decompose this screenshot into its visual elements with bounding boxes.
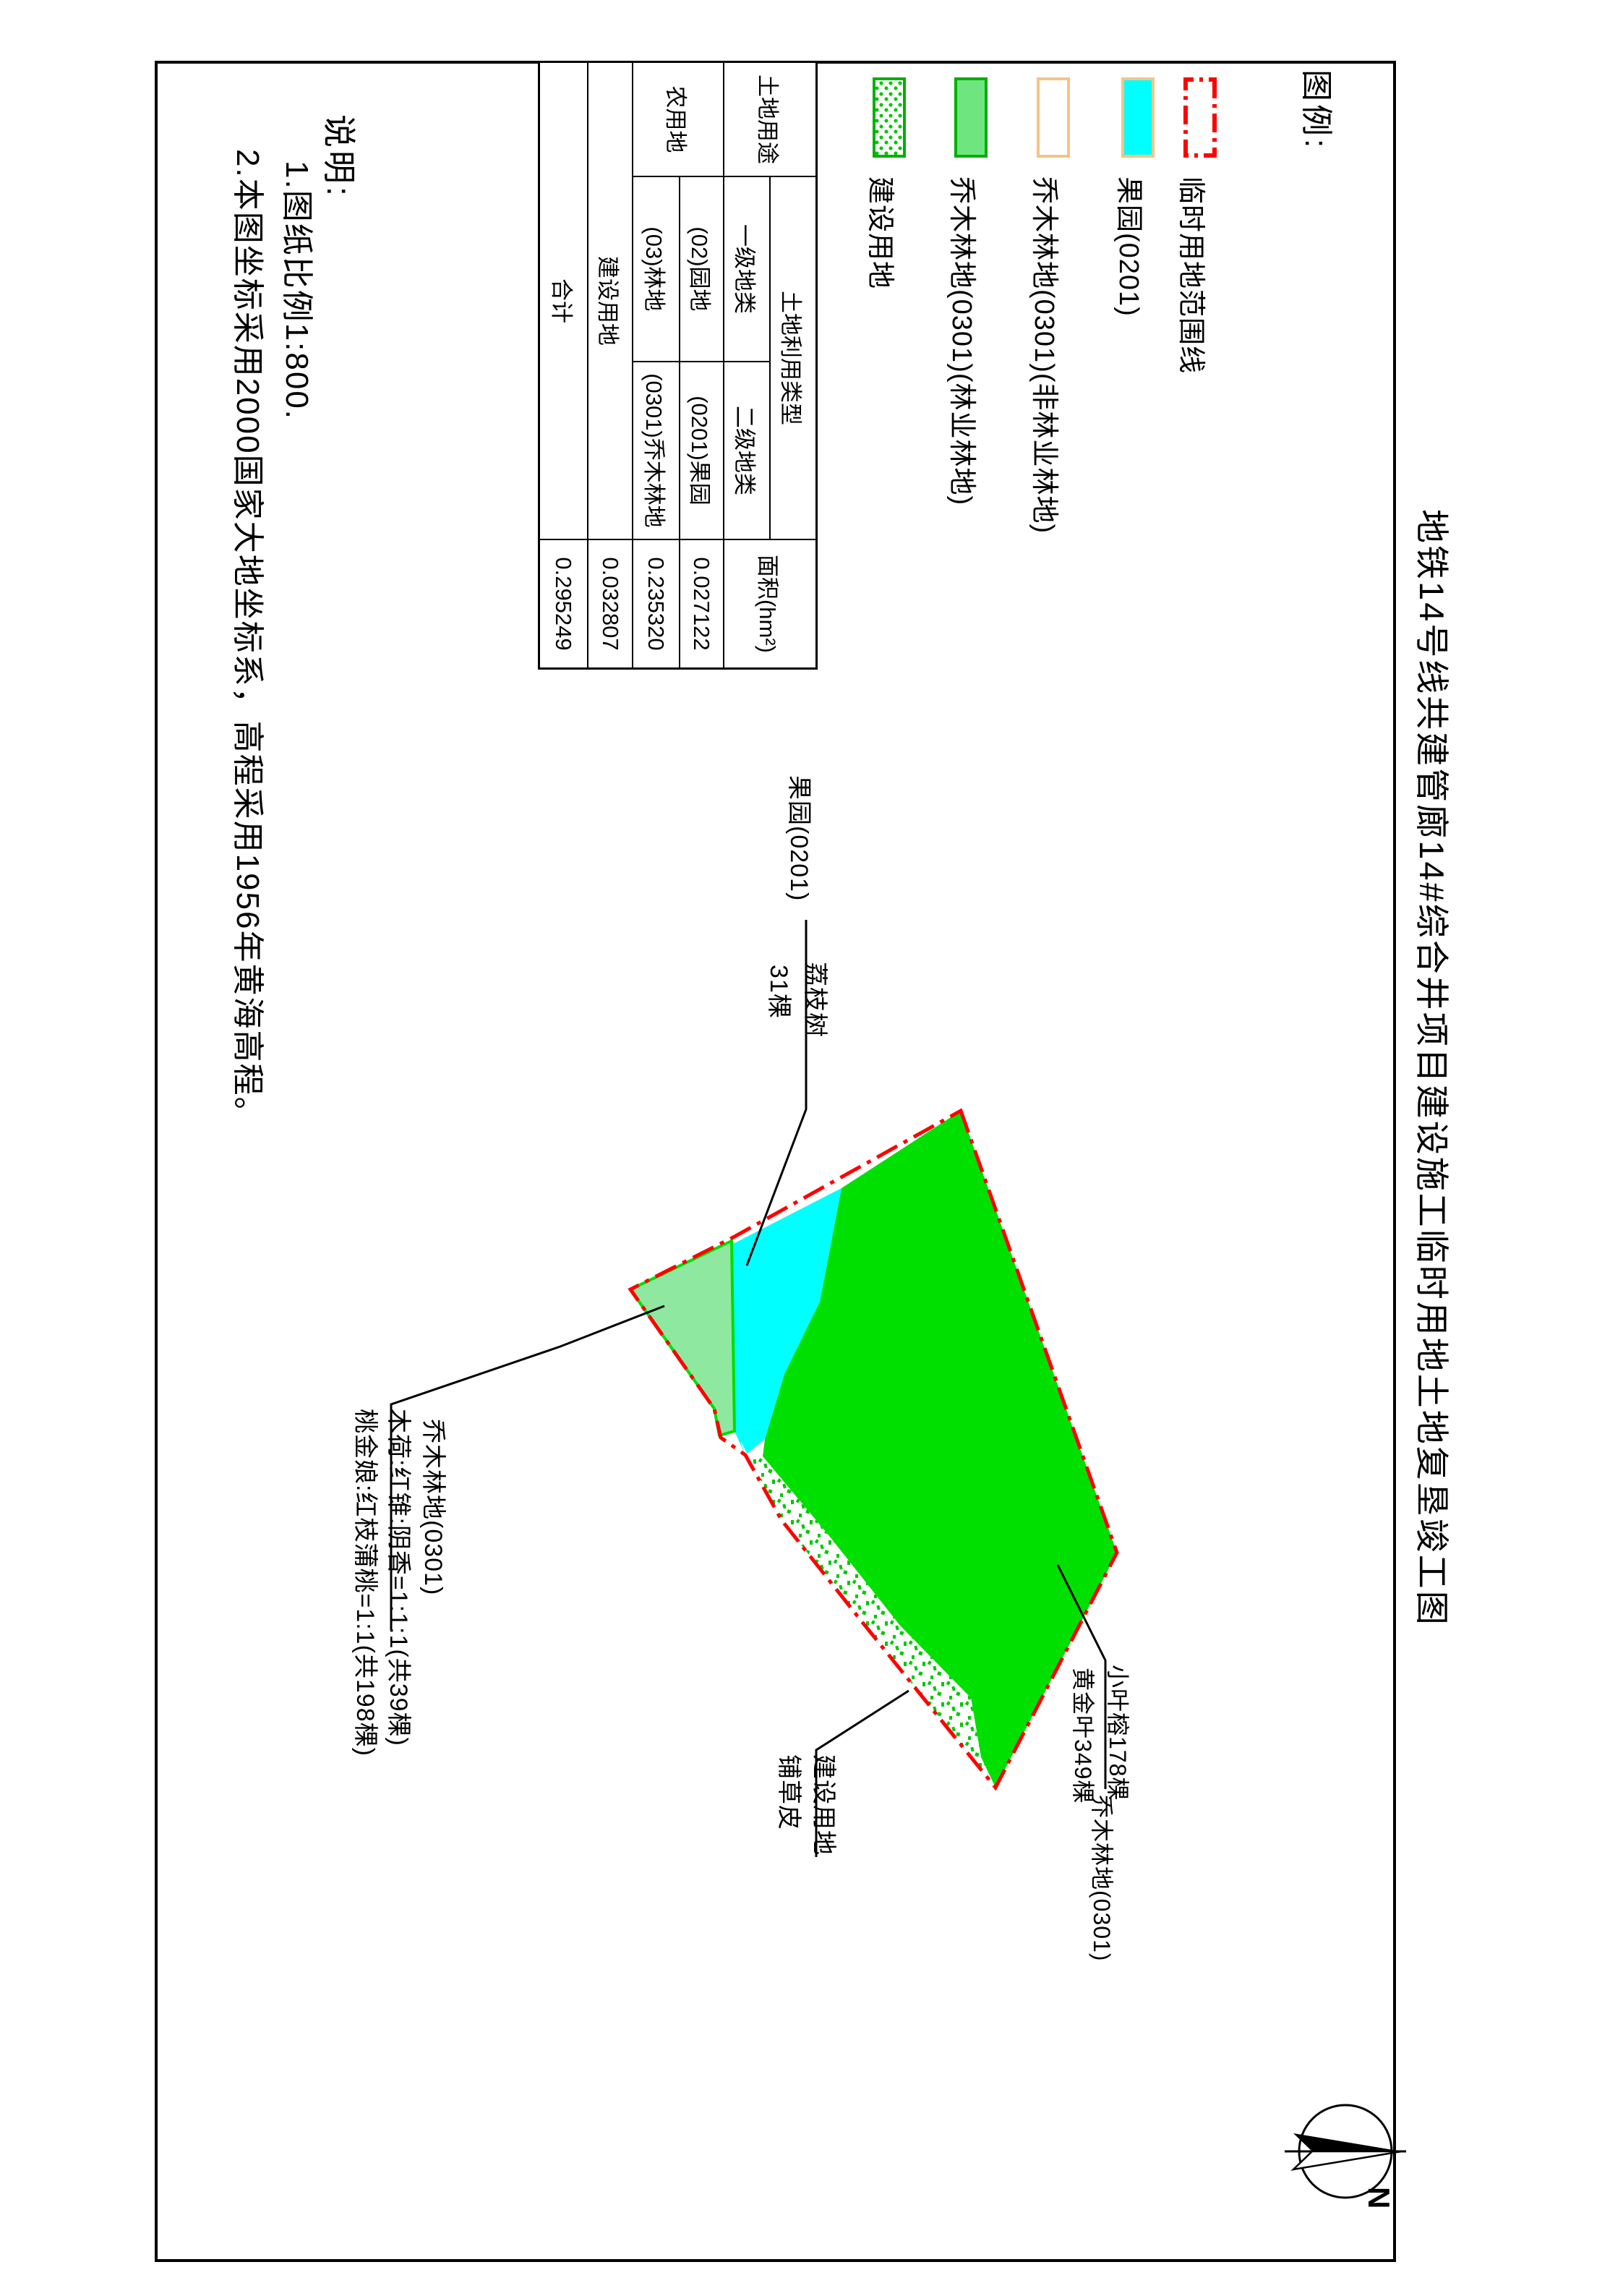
map-label-construction: 建设用地 — [810, 1754, 837, 1856]
red-dashdot-rect-icon — [1183, 77, 1217, 158]
north-arrow-icon — [1285, 2104, 1406, 2199]
map-label-forest-left-mix1: 木荷:红锥:阴香=1:1:1(共39棵) — [385, 1409, 412, 1746]
map-label-forest-left-mix2: 桃金娘:红枝蒲桃=1:1(共198棵) — [351, 1409, 379, 1757]
leader-forest-left — [390, 1305, 665, 1630]
temporary-land-boundary — [628, 1108, 1119, 1791]
forest-light-area — [628, 1238, 737, 1438]
legend-swatch-boundary-icon — [1183, 77, 1217, 158]
leader-construction — [815, 1689, 909, 1857]
map-label-lychee-count: 31棵 — [765, 965, 792, 1019]
orchard-area — [732, 1188, 842, 1455]
map-label-forest-right-title: 乔木林地(0301) — [1089, 1795, 1115, 1962]
map-label-ficus-count: 小叶榕178棵 — [1105, 1665, 1131, 1801]
map-label-lychee: 荔枝树 — [801, 962, 828, 1038]
map-label-grass: 铺草皮 — [775, 1754, 802, 1830]
leader-forest-right — [1056, 1564, 1107, 1789]
construction-strip-area — [740, 1439, 995, 1788]
map-label-orchard: 果园(0201) — [785, 775, 813, 902]
map-label-forest-left-title: 乔木林地(0301) — [419, 1419, 447, 1596]
north-letter: N — [1362, 2187, 1396, 2209]
forest-forestry-area — [763, 1111, 1117, 1788]
map-label-goldenleaf-count: 黄金叶349棵 — [1070, 1668, 1096, 1804]
leader-orchard — [745, 920, 808, 1266]
